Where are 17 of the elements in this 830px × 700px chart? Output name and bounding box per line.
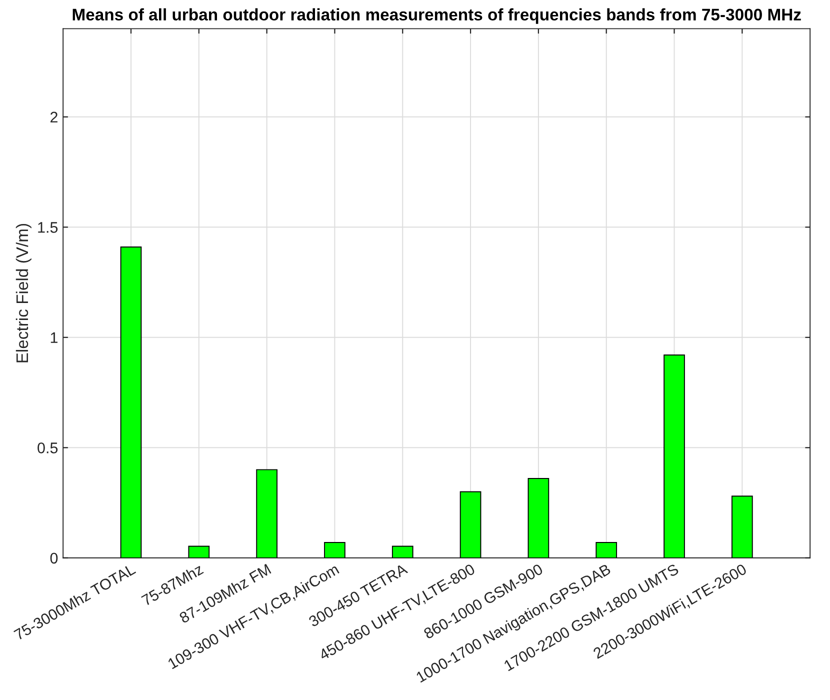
bar <box>596 542 618 558</box>
bar <box>120 246 142 558</box>
chart-title: Means of all urban outdoor radiation measurements of frequencies bands from 75-3000 MHz <box>72 8 801 24</box>
y-tick-label: 0 <box>50 552 58 564</box>
bar <box>256 469 278 558</box>
y-axis-title: Electric Field (V/m) <box>16 224 32 362</box>
bar <box>732 496 753 558</box>
bar <box>188 546 210 558</box>
bar <box>392 546 414 558</box>
y-tick-label: 1 <box>50 332 58 343</box>
y-tick-label: 1.5 <box>38 222 58 233</box>
y-tick-label: 0.5 <box>38 442 58 454</box>
bar <box>528 478 550 558</box>
bar <box>460 491 482 558</box>
bar <box>324 542 346 558</box>
bar <box>664 354 685 558</box>
y-tick-label: 2 <box>50 112 58 122</box>
